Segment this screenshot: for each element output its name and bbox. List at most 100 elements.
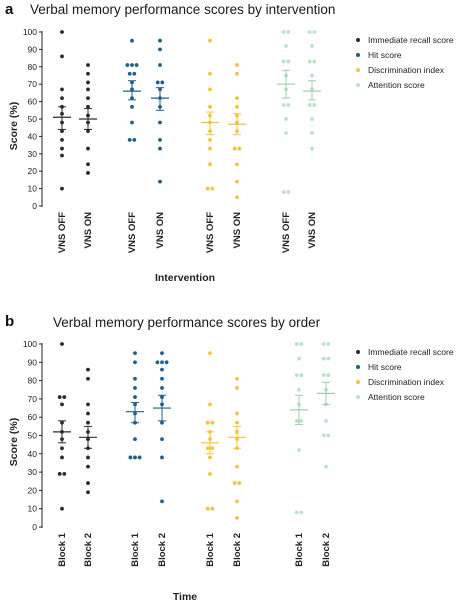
x-tick-label: Block 2 (321, 533, 332, 567)
data-point (60, 30, 64, 34)
data-point (86, 481, 90, 485)
y-tick-label: 50 (28, 431, 38, 441)
data-point (321, 433, 326, 438)
data-point (237, 481, 242, 485)
data-point (130, 120, 134, 125)
data-point (60, 402, 64, 407)
data-point (57, 395, 62, 399)
data-point (158, 137, 162, 142)
data-point (235, 386, 239, 390)
data-point (235, 162, 239, 167)
x-tick-label: VNS OFF (205, 212, 216, 253)
x-tick-label: Block 1 (205, 532, 216, 567)
data-point (133, 351, 137, 356)
data-point (235, 464, 239, 469)
data-point (86, 490, 90, 495)
data-point (281, 103, 286, 107)
data-point (208, 402, 212, 407)
x-tick-label: VNS OFF (57, 212, 68, 253)
data-point (164, 360, 169, 365)
x-tick-label: VNS ON (307, 212, 318, 249)
data-point (134, 63, 139, 67)
data-point (155, 80, 160, 85)
y-tick-label: 80 (28, 376, 38, 386)
data-point (326, 433, 331, 438)
data-point (86, 63, 90, 67)
data-point (132, 71, 137, 76)
data-point (158, 47, 162, 52)
legend-label: Attention score (368, 80, 425, 90)
data-point (286, 103, 291, 107)
data-point (208, 146, 212, 151)
data-point (133, 360, 137, 365)
data-point (210, 186, 215, 191)
data-point (299, 373, 304, 378)
data-point (160, 367, 164, 372)
data-point (307, 59, 312, 64)
data-point (321, 342, 326, 346)
x-tick-label: VNS ON (232, 212, 243, 249)
data-point (86, 420, 90, 425)
data-point (160, 455, 164, 460)
x-tick-label: VNS OFF (281, 212, 292, 253)
data-point (307, 30, 312, 34)
data-point (210, 420, 215, 425)
x-tick-label: Block 2 (83, 533, 94, 567)
data-point (158, 146, 162, 151)
data-point (60, 54, 64, 59)
y-tick-label: 0 (32, 522, 37, 532)
y-tick-label: 60 (28, 412, 38, 422)
data-point (86, 411, 90, 416)
data-point (86, 464, 90, 469)
data-point (86, 87, 90, 92)
data-point (133, 455, 137, 460)
data-point (208, 38, 212, 43)
data-point (321, 373, 326, 378)
data-point (205, 506, 210, 511)
data-point (132, 137, 137, 142)
x-tick-label: Block 1 (130, 532, 141, 567)
legend-marker (356, 365, 360, 369)
panel-a: a Verbal memory performance scores by in… (5, 1, 454, 284)
data-point (310, 117, 314, 121)
panel-b: b Verbal memory performance scores by or… (5, 313, 454, 603)
data-point (127, 71, 132, 76)
data-point (208, 71, 212, 76)
data-point (158, 38, 162, 43)
data-point (284, 131, 288, 135)
x-tick-label: Block 1 (57, 532, 68, 567)
data-point (158, 63, 162, 67)
data-point (235, 96, 239, 101)
data-point (297, 448, 301, 453)
data-point (235, 104, 239, 109)
data-point (130, 104, 134, 109)
data-point (210, 446, 215, 451)
data-point (235, 71, 239, 76)
legend-marker (356, 380, 360, 384)
data-point (294, 418, 299, 423)
data-point (326, 356, 331, 361)
legend-marker (356, 83, 360, 87)
panel-a-label: a (5, 1, 14, 18)
data-point (60, 446, 64, 451)
data-point (299, 510, 304, 515)
y-tick-label: 0 (32, 201, 37, 211)
y-tick-label: 30 (28, 467, 38, 477)
panel-a-plot-area: 0 10 20 30 40 50 60 70 80 90 100 VNS OFF VNS ON VNS O… (23, 27, 454, 253)
x-tick-label: Block 2 (157, 533, 168, 567)
data-point (297, 356, 301, 361)
data-point (205, 420, 210, 425)
data-point (60, 129, 64, 134)
data-point (160, 360, 164, 365)
data-point (284, 117, 288, 121)
data-point (324, 418, 328, 423)
data-point (299, 418, 304, 423)
data-point (60, 506, 64, 511)
data-point (60, 146, 64, 151)
data-point (125, 63, 130, 67)
data-point (284, 44, 288, 48)
data-point (307, 103, 312, 107)
data-point (205, 186, 210, 191)
data-point (133, 386, 137, 390)
data-point (86, 171, 90, 175)
